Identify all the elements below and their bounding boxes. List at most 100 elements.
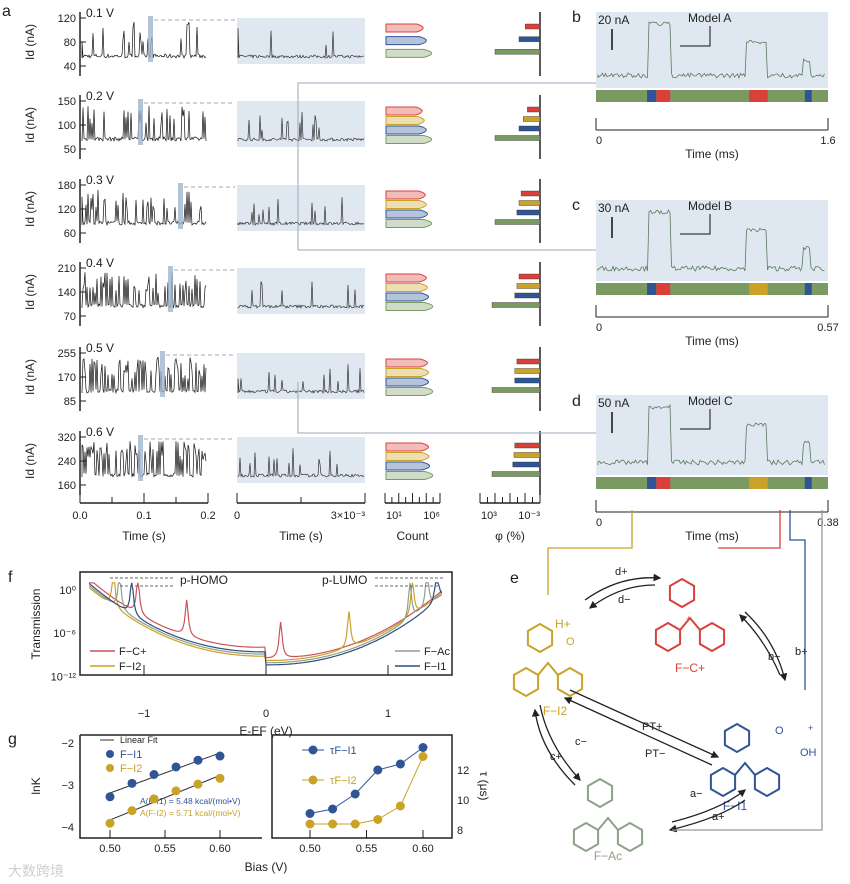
bias-label: 0.2 V (86, 89, 114, 103)
data-point (105, 818, 115, 828)
data-point (373, 765, 383, 775)
trace-row: 255 170 85 0.5 V Id (nA) (23, 341, 541, 411)
phi-bar-yellow (516, 283, 541, 289)
h-plus-label: H+ (555, 617, 571, 631)
activation-annotation: A(F-I2) = 5.71 kcal/(mol•V) (140, 808, 241, 818)
trace-row: 180 120 60 0.3 V Id (nA) (23, 173, 541, 243)
y-axis-label: Id (nA) (23, 24, 37, 60)
state-bar (596, 90, 828, 102)
panel-f: −1 0 1 10⁰ 10⁻⁶ 10⁻¹² E-EF (eV) Transmission F−C… (29, 571, 453, 738)
model-label: Model B (688, 199, 732, 213)
data-point (171, 762, 181, 772)
y-tick-label: 40 (64, 61, 76, 73)
phi-bar-blue (516, 209, 541, 216)
state-segment-red (656, 283, 671, 295)
bias-label: 0.6 V (86, 425, 114, 439)
transmission-curve-3 (88, 582, 443, 666)
y-tick-label: −3 (61, 780, 74, 792)
x-axis-label-count: Count (396, 529, 429, 543)
data-point (328, 804, 338, 814)
phi-bar-green (494, 135, 541, 141)
y-tick-label: −4 (61, 822, 74, 834)
rate-label: PT− (645, 748, 665, 760)
current-trace (81, 356, 207, 395)
x-axis-label: E-EF (eV) (239, 724, 292, 738)
y-tick-label: 100 (58, 120, 76, 132)
rate-label: b+ (795, 646, 808, 658)
zoom-selection (148, 16, 153, 62)
state-bar (596, 477, 828, 489)
y-tick-label-right: 12 (457, 765, 469, 777)
count-distribution-red (385, 442, 429, 452)
x-axis-label: Bias (V) (245, 860, 288, 874)
y-tick-label: −2 (61, 738, 74, 750)
plus-label: + (686, 614, 691, 624)
y-tick-label: 210 (58, 263, 76, 275)
reaction-arrow (531, 708, 576, 786)
count-distribution-yellow (385, 200, 427, 209)
legend-label: F−I1 (424, 661, 446, 673)
count-distribution-green (385, 302, 434, 311)
rate-label: a− (690, 788, 703, 800)
state-segment-red (749, 90, 768, 102)
x-tick-label: 1 (385, 708, 391, 720)
panel-label-c: c (572, 197, 580, 214)
data-point (305, 809, 315, 818)
y-tick-label: 10⁻⁶ (53, 628, 76, 640)
state-segment-blue (647, 477, 657, 489)
x-tick-label: 0.50 (99, 843, 120, 855)
zoom-selection (168, 266, 173, 312)
x-tick-label: 0 (596, 517, 602, 529)
panel-label-f: f (8, 569, 13, 586)
y-axis-label: Id (nA) (23, 274, 37, 310)
legend-label: τF−I1 (330, 745, 357, 757)
data-point (328, 819, 338, 829)
data-point (395, 801, 405, 811)
rate-label: c− (575, 736, 587, 748)
current-trace (597, 21, 825, 80)
five-ring-bond (734, 761, 756, 776)
y-tick-label: 120 (58, 13, 76, 25)
model-label: Model C (688, 394, 733, 408)
current-trace (81, 189, 207, 227)
data-point (171, 786, 181, 796)
reaction-arrow (563, 697, 713, 766)
data-point (215, 751, 225, 761)
current-trace (81, 105, 207, 142)
count-distribution-green (385, 219, 433, 228)
five-ring-bond (597, 816, 619, 831)
data-point (350, 819, 360, 829)
rate-label: c+ (550, 751, 562, 763)
benzene-ring (723, 722, 751, 754)
x-tick-label: −1 (138, 708, 151, 720)
oh-label: OH (800, 747, 817, 759)
state-segment-blue (647, 90, 657, 102)
y-tick-label: 85 (64, 396, 76, 408)
count-distribution-yellow (385, 283, 428, 292)
data-point (350, 789, 360, 799)
x-axis-label-zoom: Time (s) (279, 529, 323, 543)
y-tick-label: 180 (58, 180, 76, 192)
data-point (215, 773, 225, 783)
state-bar (596, 283, 828, 295)
phi-bar-yellow (518, 200, 541, 206)
current-trace (81, 21, 207, 59)
phi-bar-red (520, 190, 541, 197)
phi-bar-green (491, 302, 541, 308)
event-panel-d: 50 nA Model C 0 0.38 Time (ms) (297, 382, 839, 543)
bias-label: 0.1 V (86, 6, 114, 20)
zoom-trace (237, 28, 365, 60)
scale-label: 50 nA (598, 396, 629, 410)
annotation-p-homo: p-HOMO (180, 573, 228, 587)
state-segment-yellow (749, 283, 768, 295)
count-distribution-red (385, 23, 424, 33)
panel-label-e: e (510, 570, 519, 587)
x-tick-label: 0.50 (299, 843, 320, 855)
x-axis-label: Time (ms) (685, 334, 739, 348)
benzene-ring (698, 621, 726, 653)
legend-marker (106, 764, 114, 772)
state-segment-blue (804, 477, 812, 489)
current-trace (597, 209, 825, 273)
y-axis-label-right: τ (μs) (477, 772, 491, 801)
x-tick-label: 10³ (481, 510, 497, 522)
